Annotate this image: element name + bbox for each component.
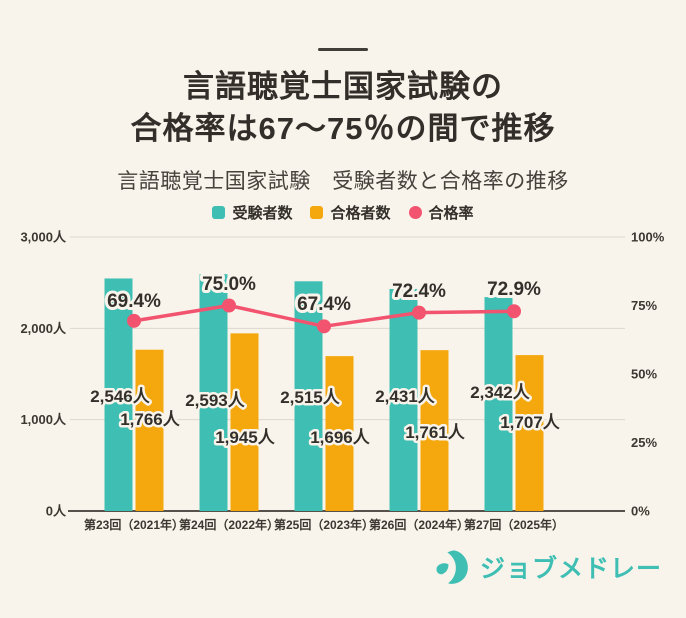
x-axis-category-4: 第27回（2025年） [464, 517, 564, 532]
legend-swatch-passers [310, 206, 324, 219]
pass-rate-label-4: 72.9% [487, 279, 541, 300]
passers-bar-3 [420, 350, 449, 511]
pass-rate-label-2: 67.4% [297, 294, 351, 315]
page-title-line2: 合格率は67～75％の間で推移 [130, 111, 556, 146]
right-axis-tick-2: 50% [631, 367, 657, 382]
brand-name: ジョブメドレー [479, 555, 662, 583]
passers-bar-2 [325, 356, 354, 511]
passers-bar-label-3: 1,761人 [405, 423, 466, 442]
legend-swatch-pass-rate [408, 206, 422, 219]
passers-bar-label-2: 1,696人 [310, 428, 371, 447]
passers-bar-label-4: 1,707人 [500, 413, 561, 432]
page-title-line1: 言語聴覚士国家試験の [183, 69, 503, 104]
examinees-bar-4 [484, 297, 513, 511]
title-accent-line [318, 48, 368, 51]
passers-bar-4 [515, 355, 544, 511]
left-axis-tick-3: 0人 [46, 504, 67, 519]
legend-swatch-examinees [212, 206, 226, 219]
pass-rate-label-1: 75.0% [202, 274, 256, 295]
left-axis-tick-1: 2,000人 [20, 321, 67, 336]
examinees-bar-label-2: 2,515人 [280, 388, 341, 407]
legend-label-pass-rate: 合格率 [428, 205, 474, 222]
x-axis-category-0: 第23回（2021年） [84, 517, 184, 532]
passers-bar-0 [135, 349, 164, 511]
examinees-bar-label-1: 2,593人 [185, 391, 246, 410]
pass-rate-label-0: 69.4% [107, 291, 161, 312]
right-axis-tick-3: 25% [631, 435, 657, 450]
legend-label-examinees: 受験者数 [232, 205, 293, 222]
examinees-bar-1 [199, 274, 228, 511]
examinees-bar-label-4: 2,342人 [470, 383, 531, 402]
pass-rate-point-2 [317, 319, 331, 334]
examinees-bar-label-0: 2,546人 [90, 387, 151, 406]
left-axis-tick-2: 1,000人 [20, 412, 67, 427]
pass-rate-point-3 [412, 305, 426, 320]
passers-bar-1 [230, 333, 259, 511]
examinees-bar-label-3: 2,431人 [375, 387, 436, 406]
pass-rate-point-4 [507, 304, 521, 319]
left-axis-tick-0: 3,000人 [20, 230, 67, 245]
pass-rate-label-3: 72.4% [392, 281, 446, 302]
pass-rate-point-1 [222, 298, 236, 313]
passers-bar-label-0: 1,766人 [120, 410, 181, 429]
right-axis-tick-4: 0% [631, 504, 650, 519]
chart-legend: 受験者数 合格者数 合格率 [0, 202, 686, 223]
brand-footer: ジョブメドレー [432, 549, 662, 585]
legend-label-passers: 合格者数 [330, 205, 391, 222]
jobmedley-logo-icon [436, 550, 468, 584]
passers-bar-label-1: 1,945人 [215, 428, 276, 447]
x-axis-category-3: 第26回（2024年） [369, 517, 469, 532]
page-title: 言語聴覚士国家試験の 合格率は67～75％の間で推移 [0, 66, 686, 150]
legend-item-examinees: 受験者数 [212, 202, 292, 223]
right-axis-tick-1: 75% [631, 298, 657, 313]
pass-rate-point-0 [127, 313, 141, 328]
legend-item-pass-rate: 合格率 [408, 202, 474, 223]
x-axis-category-2: 第25回（2023年） [274, 517, 374, 532]
legend-item-passers: 合格者数 [310, 202, 391, 223]
examinees-bar-0 [104, 278, 133, 511]
exam-combo-chart: 3,000人 2,000人 1,000人 0人 100% 75% 50% 25% 0% 2,546… [20, 230, 665, 533]
x-axis-category-1: 第24回（2022年） [179, 517, 279, 532]
right-axis-tick-0: 100% [631, 230, 665, 245]
examinees-bar-3 [389, 288, 418, 511]
chart-subtitle: 言語聴覚士国家試験 受験者数と合格率の推移 [117, 170, 569, 193]
